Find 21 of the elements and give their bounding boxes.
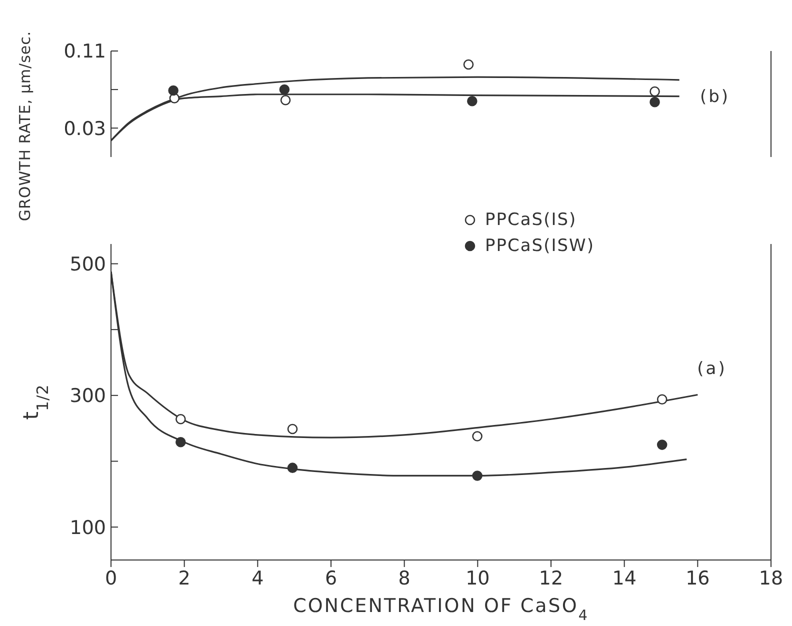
- y-tick-label: 0.11: [64, 40, 106, 63]
- x-tick-label: 2: [178, 567, 190, 590]
- y-axis-title: GROWTH RATE, μm/sec.: [16, 30, 34, 222]
- x-tick-label: 6: [324, 567, 338, 590]
- x-axis-title: CONCENTRATION OF CaSO$_{4}$: [293, 595, 589, 624]
- x-tick-label: 12: [538, 567, 564, 590]
- y-tick-label: 500: [70, 253, 106, 276]
- y-tick-label: 100: [70, 516, 106, 539]
- x-tick-label: 14: [612, 567, 636, 590]
- x-tick-label: 16: [686, 567, 710, 590]
- legend-label: PPCaS(IS): [485, 210, 577, 230]
- x-tick-label: 10: [466, 567, 490, 590]
- y-tick-label: 300: [70, 385, 106, 408]
- y-tick-label: 0.03: [64, 118, 106, 140]
- x-tick-label: 18: [758, 567, 784, 590]
- annotation: (b): [700, 87, 730, 107]
- x-tick-label: 0: [104, 567, 118, 590]
- x-tick-label: 4: [252, 567, 264, 590]
- legend-label: PPCaS(ISW): [485, 236, 594, 256]
- annotation: (a): [697, 359, 727, 379]
- x-tick-label: 8: [398, 567, 410, 590]
